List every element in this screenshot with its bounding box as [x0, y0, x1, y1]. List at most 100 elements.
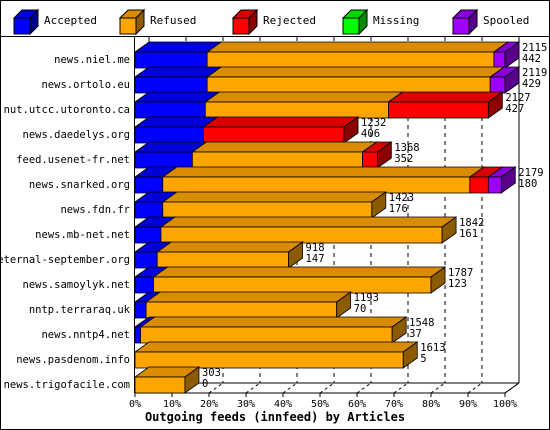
total-label: 1368 [394, 142, 419, 154]
secondary-label: 37 [409, 328, 422, 340]
bar-refused-top [205, 41, 510, 53]
category-label: news.samoylyk.net [23, 279, 130, 291]
category-label: news.nntp4.net [41, 329, 130, 341]
bar-row-news-daedelys-org [133, 116, 360, 144]
bar-accepted [134, 201, 164, 219]
bar-refused-top [155, 241, 304, 253]
total-label: 1548 [409, 317, 434, 329]
bar-spooled-side [504, 66, 520, 94]
bar-refused-top [152, 266, 447, 278]
legend-label: Spooled [483, 14, 529, 27]
bar-refused-top [139, 316, 408, 328]
bar-refused-top [161, 191, 388, 203]
bar-refused [160, 226, 443, 244]
bar-row-news-nntp4-net [133, 316, 408, 344]
bar-accepted [134, 301, 147, 319]
bar-refused-top [161, 166, 486, 178]
bar-refused-top [144, 291, 352, 303]
total-label: 1423 [389, 192, 414, 204]
x-tick-label: 10% [163, 399, 181, 410]
total-label: 1787 [448, 267, 473, 279]
legend: Accepted Refused Rejected Missing Spooled [12, 8, 529, 36]
secondary-label: 427 [505, 103, 524, 115]
bar-refused-side [430, 266, 446, 294]
x-tick-label: 70% [385, 399, 403, 410]
bar-row-news-snarked-org [133, 166, 517, 194]
bar-rejected-top [202, 116, 360, 128]
bar-row-news-ortolo-eu [133, 66, 521, 94]
bar-spooled-side [504, 41, 520, 69]
category-label: news.niel.me [54, 54, 130, 66]
legend-label: Accepted [44, 14, 97, 27]
x-tick-label: 30% [237, 399, 255, 410]
secondary-label: 429 [522, 78, 541, 90]
bar-spooled-side [500, 166, 516, 194]
secondary-label: 406 [361, 128, 380, 140]
legend-label: Missing [373, 14, 419, 27]
bar-spooled [493, 51, 506, 69]
bar-accepted-top [133, 66, 223, 78]
bar-accepted-top [133, 91, 221, 103]
bar-row-nut-utcc-utoronto-ca [133, 91, 504, 119]
bar-refused-top [191, 141, 378, 153]
secondary-label: 123 [448, 278, 467, 290]
bar-refused-side [288, 241, 303, 269]
legend-swatch [13, 17, 31, 35]
floor-tick [467, 382, 483, 394]
bar-refused-top [205, 66, 506, 78]
category-label: news.trigofacile.com [4, 379, 130, 391]
x-axis-label: Outgoing feeds (innfeed) by Articles [145, 410, 405, 424]
bar-rejected [388, 101, 489, 119]
legend-swatch [119, 17, 137, 35]
category-label: news.mb-net.net [35, 229, 130, 241]
bar-rejected-side [376, 141, 392, 169]
bar-accepted [134, 126, 204, 144]
secondary-label: 442 [522, 53, 541, 65]
bar-row-eternal-september-org [133, 241, 304, 269]
secondary-label: 147 [306, 253, 325, 265]
category-label: eternal-september.org [0, 254, 130, 266]
category-label: news.pasdenom.info [16, 354, 130, 366]
bar-refused-top [204, 91, 404, 103]
x-tick-label: 80% [422, 399, 440, 410]
legend-item-accepted: Accepted [12, 8, 97, 36]
legend-item-spooled: Spooled [451, 8, 529, 36]
bar-refused [140, 326, 393, 344]
bar-accepted [134, 251, 158, 269]
x-tick-label: 50% [311, 399, 329, 410]
bar-accepted [134, 226, 162, 244]
bar-refused [206, 51, 495, 69]
bar-refused [145, 301, 338, 319]
legend-swatch [452, 17, 470, 35]
x-tick-label: 0% [129, 399, 141, 410]
bar-row-news-fdn-fr [133, 191, 388, 219]
bar-refused [153, 276, 432, 294]
floor-tick [208, 382, 224, 394]
bar-refused-side [441, 216, 457, 244]
x-tick-label: 60% [348, 399, 366, 410]
secondary-label: 352 [394, 153, 413, 165]
x-tick-label: 40% [274, 399, 292, 410]
bar-spooled [489, 76, 506, 94]
total-label: 1842 [459, 217, 484, 229]
x-tick-label: 90% [459, 399, 477, 410]
secondary-label: 0 [202, 378, 208, 390]
legend-label: Refused [150, 14, 196, 27]
x-tick-label: 100% [493, 399, 517, 410]
total-label: 2179 [518, 167, 543, 179]
total-label: 2119 [522, 67, 547, 79]
secondary-label: 5 [420, 353, 426, 365]
bar-refused-side [184, 366, 200, 394]
bar-refused-side [371, 191, 387, 219]
x-tick-label: 20% [200, 399, 218, 410]
bar-refused [162, 176, 471, 194]
bar-refused [162, 201, 373, 219]
bar-refused [204, 101, 389, 119]
bar-accepted [134, 151, 193, 169]
legend-item-refused: Refused [118, 8, 196, 36]
bar-refused [206, 76, 491, 94]
bar-row-news-mb-net-net [133, 216, 458, 244]
floor-tick [356, 382, 372, 394]
